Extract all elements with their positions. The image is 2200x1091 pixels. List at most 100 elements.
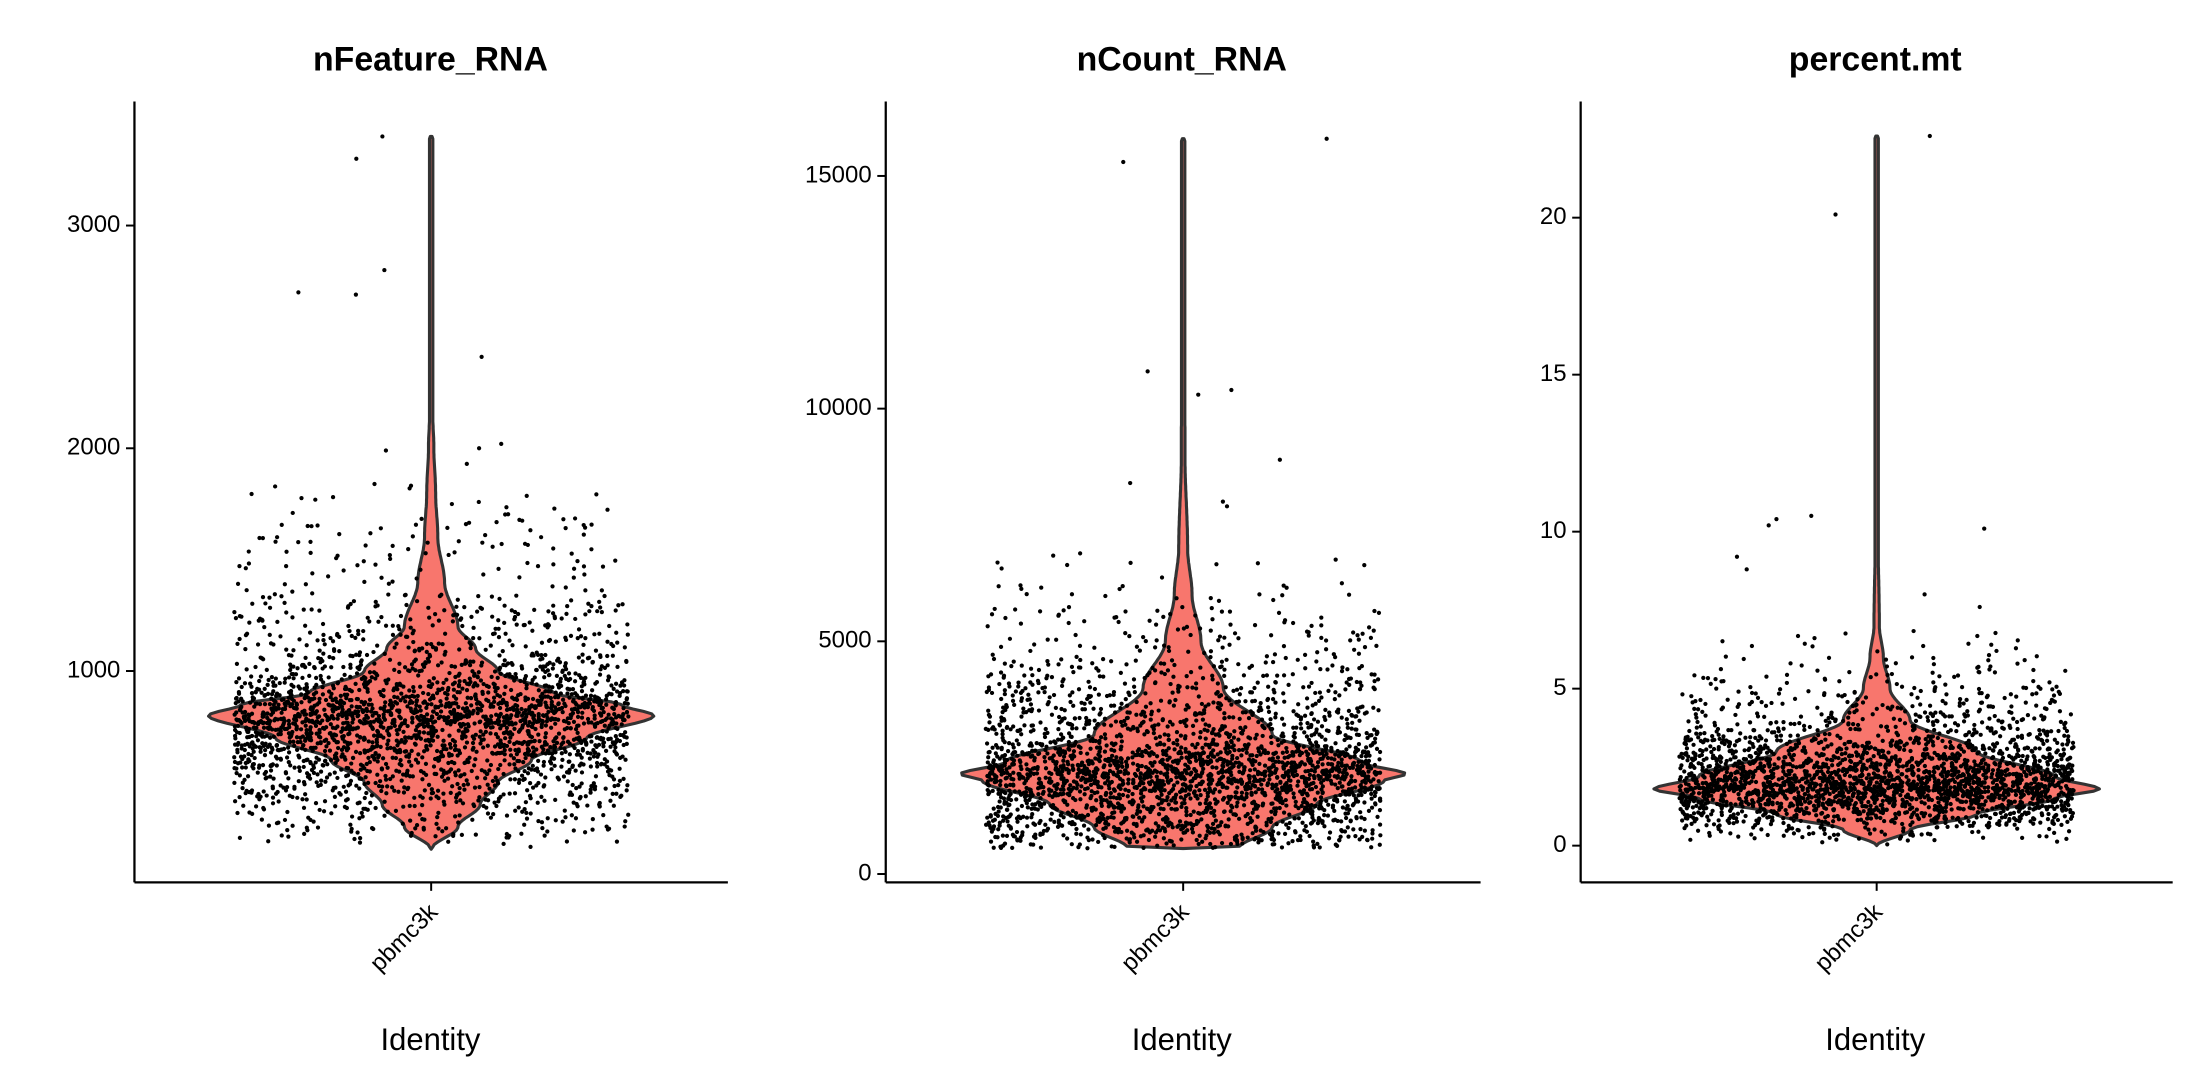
data-point xyxy=(597,736,602,741)
data-point xyxy=(590,705,595,710)
data-point xyxy=(387,657,393,662)
data-point xyxy=(1372,727,1377,732)
data-point xyxy=(268,768,274,773)
data-point xyxy=(388,556,393,562)
data-point xyxy=(1355,763,1360,769)
data-point xyxy=(261,710,266,715)
data-point xyxy=(464,681,470,686)
data-point xyxy=(1211,700,1216,705)
data-point xyxy=(340,726,345,731)
data-point xyxy=(565,779,570,784)
data-point xyxy=(424,745,429,750)
data-point xyxy=(1197,754,1203,759)
data-point xyxy=(519,706,524,712)
data-point xyxy=(307,630,313,635)
data-point xyxy=(473,832,478,837)
data-point xyxy=(1266,709,1272,714)
data-point xyxy=(483,776,488,781)
data-point xyxy=(1373,772,1379,777)
data-point xyxy=(235,581,241,586)
data-point xyxy=(468,696,474,701)
data-point xyxy=(427,679,432,684)
data-point xyxy=(499,541,504,547)
data-point xyxy=(423,660,428,665)
data-point xyxy=(409,735,414,741)
data-point xyxy=(382,799,387,804)
data-point xyxy=(546,709,551,714)
data-point xyxy=(1166,733,1171,738)
data-point xyxy=(1194,686,1199,691)
data-point xyxy=(1250,710,1255,716)
data-point xyxy=(1127,837,1133,842)
data-point xyxy=(1195,741,1200,747)
data-point xyxy=(403,634,409,639)
data-point xyxy=(1200,839,1205,844)
data-point xyxy=(332,794,338,799)
data-point xyxy=(1092,645,1097,650)
data-point xyxy=(488,815,494,820)
data-point xyxy=(619,722,624,727)
data-point xyxy=(1184,674,1189,679)
data-point xyxy=(1103,593,1108,599)
data-point xyxy=(320,725,326,731)
data-point xyxy=(598,762,604,767)
data-point xyxy=(1068,783,1073,788)
data-point xyxy=(303,723,308,728)
data-point xyxy=(300,797,305,802)
data-point xyxy=(251,749,256,754)
data-point xyxy=(1317,751,1322,756)
data-point xyxy=(603,697,609,702)
data-point xyxy=(553,797,558,803)
data-point xyxy=(592,716,597,721)
data-point xyxy=(1123,722,1128,727)
data-point xyxy=(391,688,396,693)
data-point xyxy=(1245,821,1250,827)
data-point xyxy=(567,741,572,746)
data-point xyxy=(986,750,991,755)
data-point xyxy=(1229,702,1234,707)
outlier-point xyxy=(464,461,469,467)
data-point xyxy=(343,684,348,689)
data-point xyxy=(508,747,513,752)
data-point xyxy=(1218,756,1223,761)
data-point xyxy=(462,745,468,750)
data-point xyxy=(536,688,541,693)
data-point xyxy=(1113,719,1119,724)
data-point xyxy=(368,800,373,806)
data-point xyxy=(542,675,547,680)
data-point xyxy=(1060,679,1065,684)
data-point xyxy=(544,712,549,718)
data-point xyxy=(390,623,395,628)
data-point xyxy=(599,588,604,593)
data-point xyxy=(575,714,581,720)
data-point xyxy=(1187,787,1193,792)
data-point xyxy=(520,518,525,523)
data-point xyxy=(512,726,517,731)
data-point xyxy=(1044,744,1049,749)
data-point xyxy=(553,818,558,823)
data-point xyxy=(1300,820,1305,825)
data-point xyxy=(624,710,630,715)
data-point xyxy=(249,790,254,795)
data-point xyxy=(612,783,617,789)
data-point xyxy=(543,694,548,699)
data-point xyxy=(1319,734,1324,739)
data-point xyxy=(1353,834,1358,839)
data-point xyxy=(379,614,384,620)
data-point xyxy=(1175,742,1180,747)
data-point xyxy=(614,721,619,726)
data-point xyxy=(1025,697,1030,702)
data-point xyxy=(335,724,340,729)
data-point xyxy=(1142,675,1147,681)
data-point xyxy=(470,734,475,739)
data-point xyxy=(534,650,539,655)
data-point xyxy=(364,790,369,796)
data-point xyxy=(361,628,366,634)
data-point xyxy=(572,706,578,712)
data-point xyxy=(1011,777,1016,782)
data-point xyxy=(405,723,410,729)
data-point xyxy=(598,667,603,672)
data-point xyxy=(1362,645,1368,650)
data-point xyxy=(1340,789,1346,794)
data-point xyxy=(1148,717,1153,722)
